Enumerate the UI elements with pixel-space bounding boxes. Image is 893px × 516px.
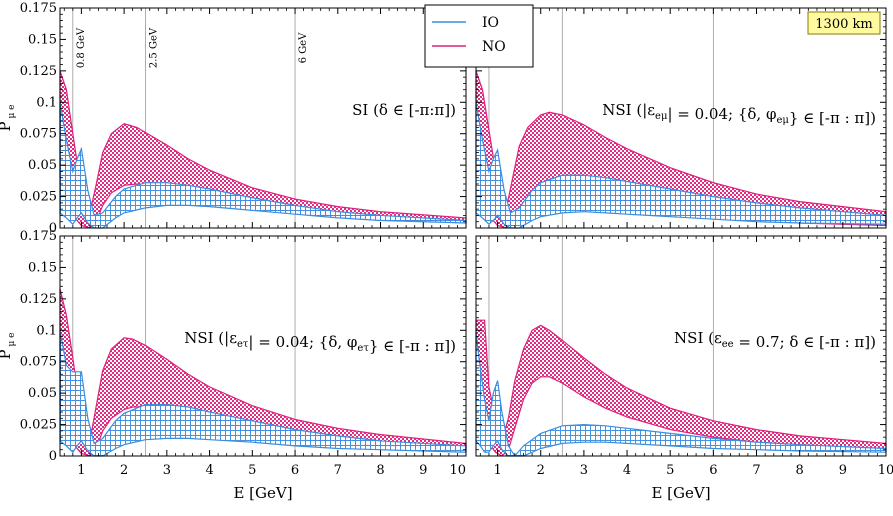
x-axis-label: E [GeV] <box>651 484 710 502</box>
y-tick-label: 0.1 <box>36 323 57 338</box>
x-tick-label: 7 <box>334 463 342 478</box>
energy-line-label: 0.8 GeV <box>76 27 87 68</box>
baseline-badge-bg <box>807 11 881 35</box>
y-tick-label: 0.175 <box>20 229 57 244</box>
y-tick-label: 0.1 <box>36 95 57 110</box>
x-tick-label: 3 <box>163 463 171 478</box>
y-tick-label: 0.075 <box>20 355 57 370</box>
energy-line-label: 2.5 GeV <box>148 27 159 68</box>
panels: 0.8 GeV 2.5 GeV 6 GeV 0 0.025 0.05 0.075 0.1 0.1… <box>0 1 893 502</box>
y-tick-label: 0 <box>49 449 57 464</box>
x-tick-label: 7 <box>752 463 760 478</box>
y-axis-label: P μ e <box>0 333 17 360</box>
panel-nsi-ee: 1 2 3 4 5 6 7 8 9 10 E [GeV] NSI (εee = 0.7; δ ∈ [-… <box>475 235 893 502</box>
x-tick-label: 1 <box>77 463 85 478</box>
x-tick-label: 4 <box>623 463 631 478</box>
x-tick-label: 8 <box>376 463 384 478</box>
y-tick-label: 0.125 <box>20 64 57 79</box>
y-tick-label: 0 <box>49 221 57 236</box>
y-tick-label: 0.125 <box>20 292 57 307</box>
y-tick-label: 0.075 <box>20 127 57 142</box>
x-axis-label: E [GeV] <box>233 484 292 502</box>
x-tick-label: 8 <box>796 463 804 478</box>
y-tick-label: 0.025 <box>20 190 57 205</box>
y-tick-label: 0.05 <box>28 386 57 401</box>
x-tick-label: 9 <box>839 463 847 478</box>
y-tick-label: 0.175 <box>20 1 57 16</box>
baseline-label: 1300 km <box>815 17 872 32</box>
x-tick-label: 5 <box>666 463 674 478</box>
x-tick-label: 2 <box>537 463 545 478</box>
x-tick-label: 6 <box>709 463 717 478</box>
x-tick-label: 5 <box>248 463 256 478</box>
panel-annotation: SI (δ ∈ [-π:π]) <box>352 101 456 119</box>
x-tick-label: 10 <box>878 463 893 478</box>
x-tick-label: 2 <box>120 463 128 478</box>
legend-io-label: IO <box>482 15 499 31</box>
panel-annotation: NSI (|εeτ| = 0.04; {δ, φeτ} ∈ [-π : π]) <box>184 329 456 355</box>
panel-frame <box>475 7 887 229</box>
panel-frame <box>59 235 467 457</box>
y-tick-label: 0.15 <box>28 260 57 275</box>
x-tick-label: 10 <box>449 463 466 478</box>
x-tick-label: 9 <box>419 463 427 478</box>
x-tick-label: 1 <box>493 463 501 478</box>
y-axis-label: P μ e <box>0 105 17 132</box>
legend-box <box>424 4 534 68</box>
panel-nsi-emu: NSI (|εeμ| = 0.04; {δ, φeμ} ∈ [-π : π]) <box>475 7 887 229</box>
x-tick-label: 3 <box>580 463 588 478</box>
legend: IO NO <box>424 4 534 68</box>
x-tick-label: 4 <box>205 463 213 478</box>
y-tick-label: 0.15 <box>28 32 57 47</box>
baseline-badge: 1300 km <box>807 11 881 35</box>
panel-frame <box>59 7 467 229</box>
panel-annotation: NSI (|εeμ| = 0.04; {δ, φeμ} ∈ [-π : π]) <box>602 101 876 127</box>
legend-no-label: NO <box>482 39 506 55</box>
x-tick-label: 6 <box>291 463 299 478</box>
panel-annotation: NSI (εee = 0.7; δ ∈ [-π : π]) <box>674 329 876 351</box>
panel-si: 0.8 GeV 2.5 GeV 6 GeV 0 0.025 0.05 0.075 0.1 0.1… <box>0 1 467 236</box>
panel-nsi-etau: 1 2 3 4 5 6 7 8 9 10 E [GeV] 0 0.025 0.05 0.075 0.1 0.12… <box>0 229 467 502</box>
y-tick-label: 0.05 <box>28 158 57 173</box>
y-tick-label: 0.025 <box>20 418 57 433</box>
energy-line-label: 6 GeV <box>298 32 309 63</box>
panel-frame <box>475 235 887 457</box>
